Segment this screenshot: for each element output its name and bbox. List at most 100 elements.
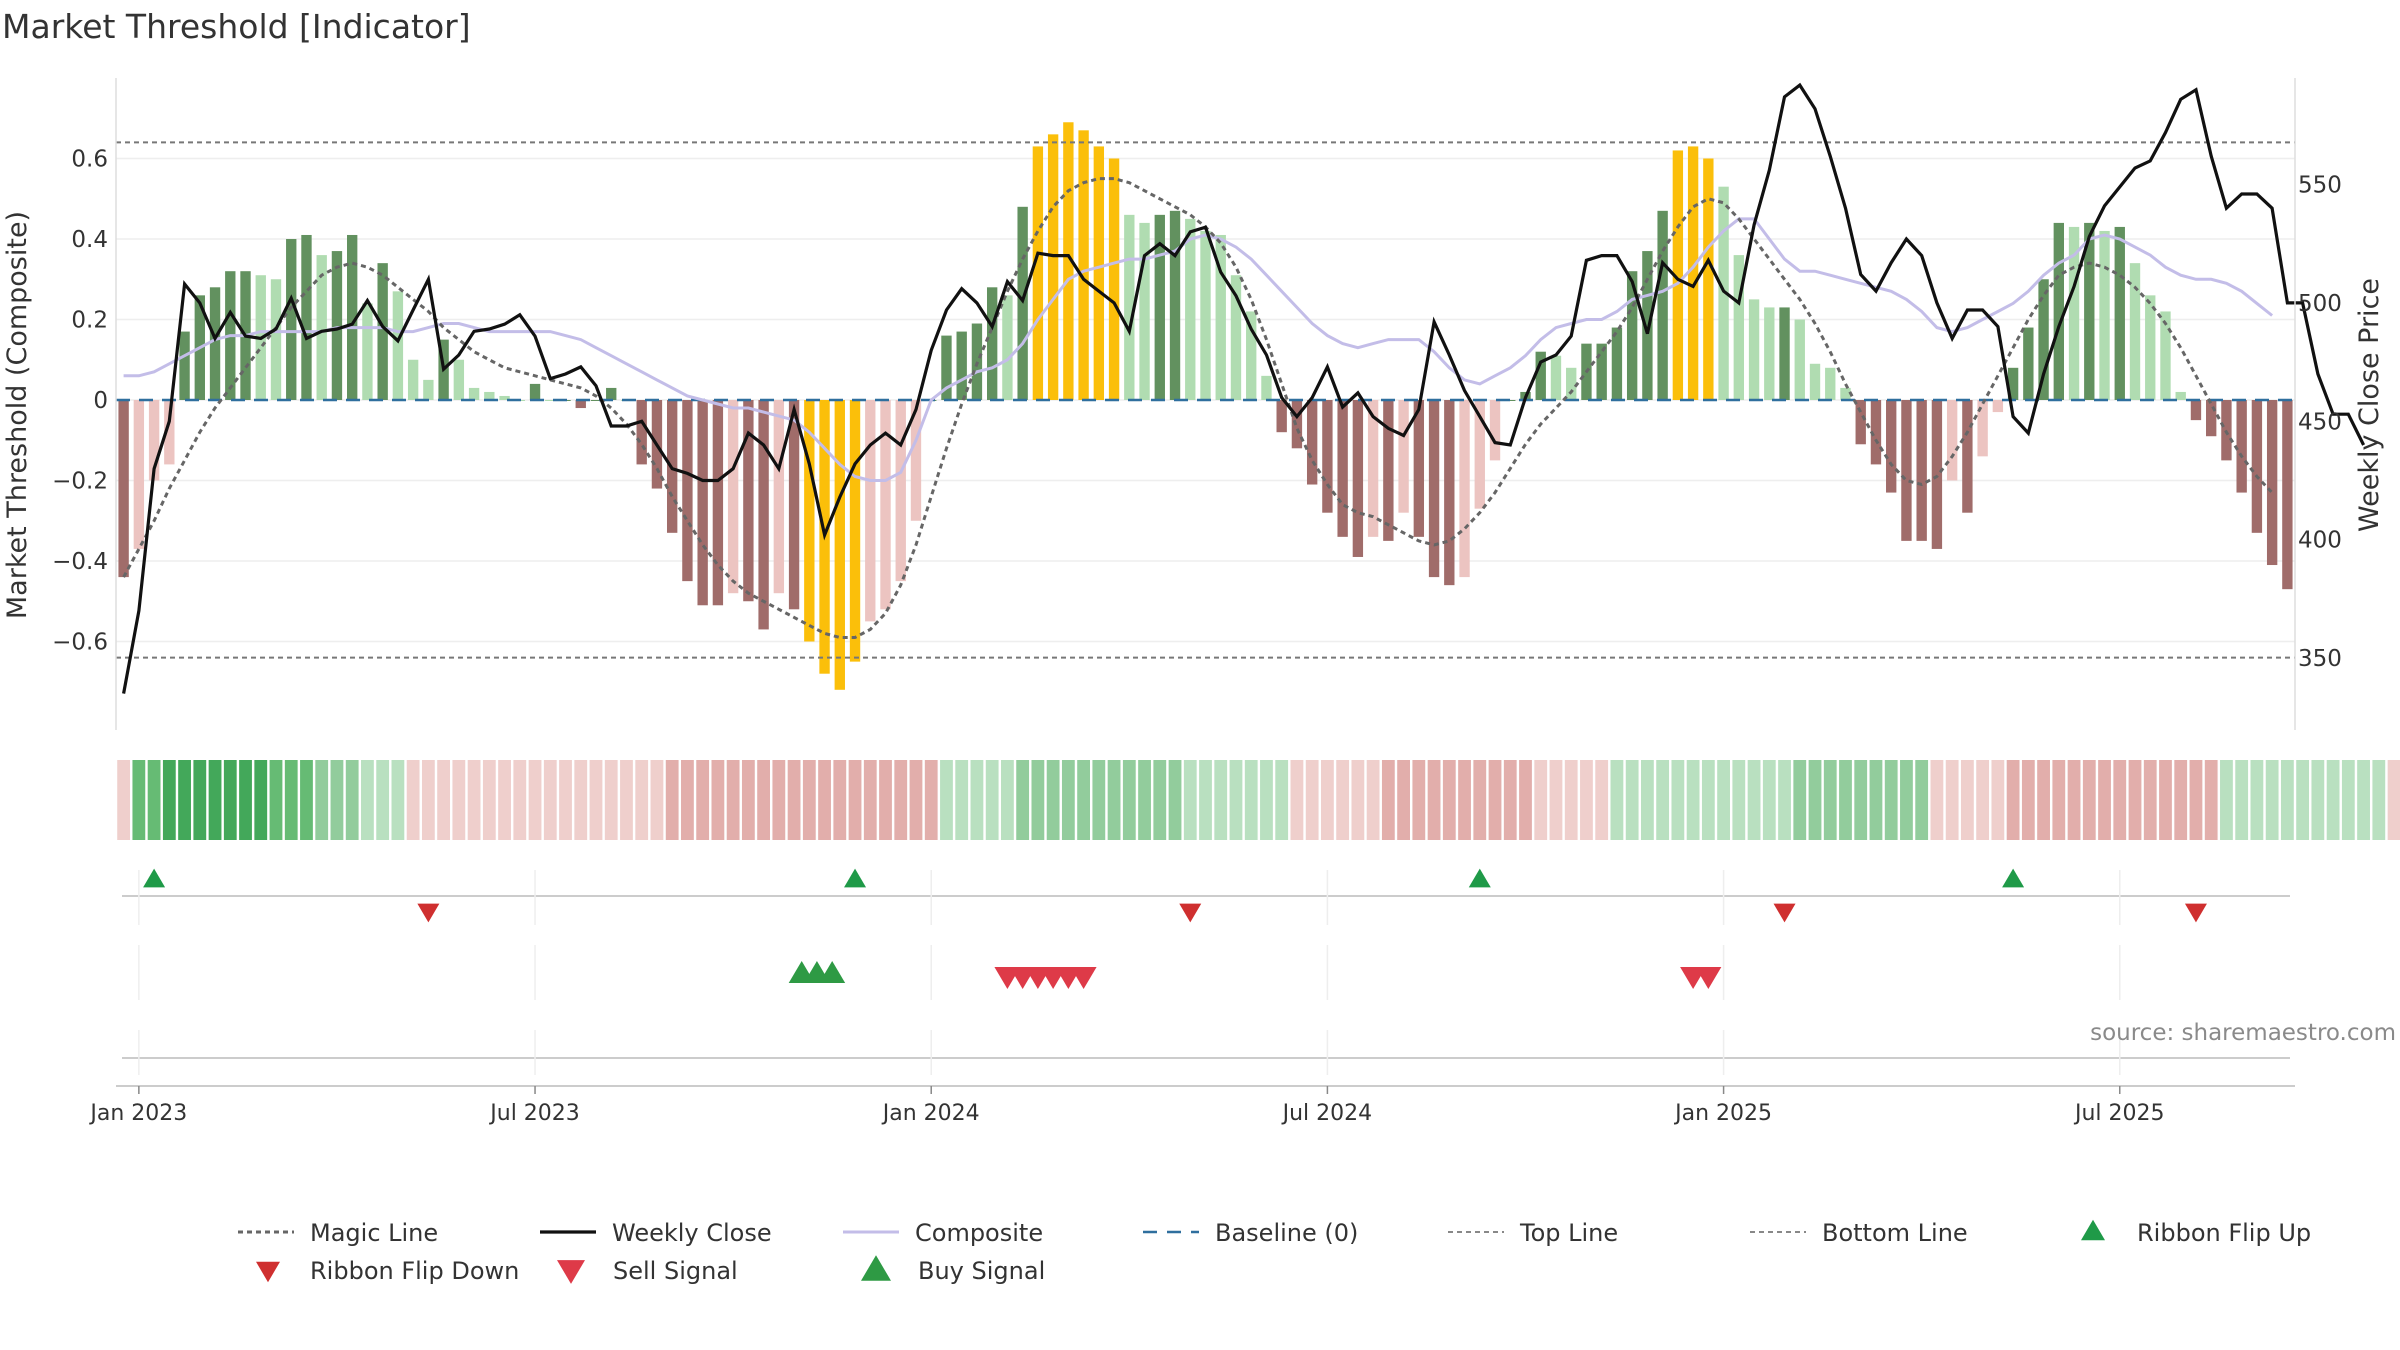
ribbon-cell [2204,760,2218,840]
ribbon-cell [1061,760,1075,840]
histogram-bar [773,400,785,594]
histogram-bar [1901,400,1912,541]
ribbon-cell [391,760,405,840]
histogram-bar [2251,400,2263,533]
y2-tick-label: 400 [2298,528,2342,554]
legend-label: Top Line [1519,1219,1618,1247]
histogram-bar [880,400,891,610]
ribbon-cell [772,760,786,840]
ribbon-cell [2052,760,2066,840]
ribbon-cell [2113,760,2127,840]
histogram-bar [1108,158,1120,400]
histogram-bar [636,400,647,465]
histogram-bar [1246,311,1257,400]
histogram-bar [407,359,419,400]
ribbon-cell [818,760,831,840]
ribbon-cell [2159,760,2172,840]
ribbon-cell [482,760,496,840]
ribbon-cell [376,760,390,840]
ribbon-cell [1442,760,1456,840]
ribbon-cell [970,760,984,840]
ribbon-cell [1671,760,1685,840]
histogram-bar [788,400,800,610]
histogram-bar [2190,400,2202,421]
legend-swatch-ribbon-flip-up [2081,1219,2105,1241]
ribbon-cell [132,760,146,840]
histogram-bar [484,391,495,400]
histogram-bar [1063,122,1074,401]
legend-label: Magic Line [310,1219,438,1247]
ribbon-cell [1854,760,1868,840]
histogram-bar [1687,146,1699,400]
histogram-bar [2099,230,2110,400]
ribbon-cell [1290,760,1304,840]
ribbon-cell [1336,760,1350,840]
ribbon-cell [2372,760,2386,840]
histogram-bar [1992,400,2004,413]
histogram-bar [910,400,922,521]
ribbon-cell [2311,760,2325,840]
histogram-bar [1779,307,1790,400]
ribbon-cell [1427,760,1441,840]
legend-label: Composite [915,1219,1043,1247]
histogram-bar [1185,218,1196,400]
ribbon-cell [2037,760,2050,840]
ribbon-cell [528,760,542,840]
histogram-bar [1886,400,1897,493]
histogram-bar [1825,367,1836,400]
ribbon-cell [239,760,252,840]
ribbon-cell [1351,760,1365,840]
ribbon-cell [2250,760,2264,840]
ribbon-cell [147,760,161,840]
legend-label: Baseline (0) [1215,1219,1358,1247]
x-tick-label: Jan 2025 [1673,1101,1772,1126]
histogram-bar [286,239,297,400]
ribbon-flip-up-marker [143,868,166,888]
ribbon-cell [1595,760,1609,840]
histogram-bar [1169,210,1181,400]
legend-label: Buy Signal [918,1257,1045,1285]
histogram-bar [1047,134,1059,400]
ribbon-flip-down-marker [417,903,440,923]
histogram-bar [164,400,175,465]
histogram-bar [1261,375,1272,400]
buy-signal-marker [819,960,846,984]
histogram-bar [362,303,373,400]
ribbon-cell [909,760,923,840]
histogram-bar [270,279,282,400]
x-tick-label: Jul 2023 [488,1101,580,1126]
ribbon-cell [208,760,222,840]
source-label: source: sharemaestro.com [2090,1020,2396,1046]
ribbon-cell [1153,760,1167,840]
histogram-bar [1154,214,1165,400]
ribbon-cell [1503,760,1517,840]
ribbon-cell [1381,760,1395,840]
x-tick-label: Jan 2023 [88,1101,187,1126]
ribbon-cell [1915,760,1929,840]
magic-line [122,177,2274,639]
histogram-bar [1444,400,1455,586]
y2-tick-label: 550 [2298,173,2342,199]
ribbon-cell [1199,760,1212,840]
ribbon-cell [1397,760,1410,840]
histogram-bar [1459,400,1470,578]
ribbon-cell [863,760,877,840]
ribbon-cell [1960,760,1974,840]
ribbon-cell [1580,760,1593,840]
ribbon-flip-down-marker [1179,903,1202,923]
x-tick-label: Jul 2024 [1281,1101,1373,1126]
ribbon-cell [223,760,237,840]
ribbon-cell [1564,760,1578,840]
ribbon-cell [2006,760,2020,840]
histogram-bar [2206,400,2217,437]
legend-swatch-buy-signal [861,1255,891,1281]
legend-label: Ribbon Flip Up [2137,1219,2311,1247]
y-tick-label: 0 [93,388,108,414]
ribbon-cell [924,760,938,840]
chart-title: Market Threshold [Indicator] [2,7,471,46]
ribbon-cell [1656,760,1670,840]
histogram-bar [1398,400,1409,513]
histogram-bar [1124,214,1135,400]
ribbon-cell [741,760,755,840]
